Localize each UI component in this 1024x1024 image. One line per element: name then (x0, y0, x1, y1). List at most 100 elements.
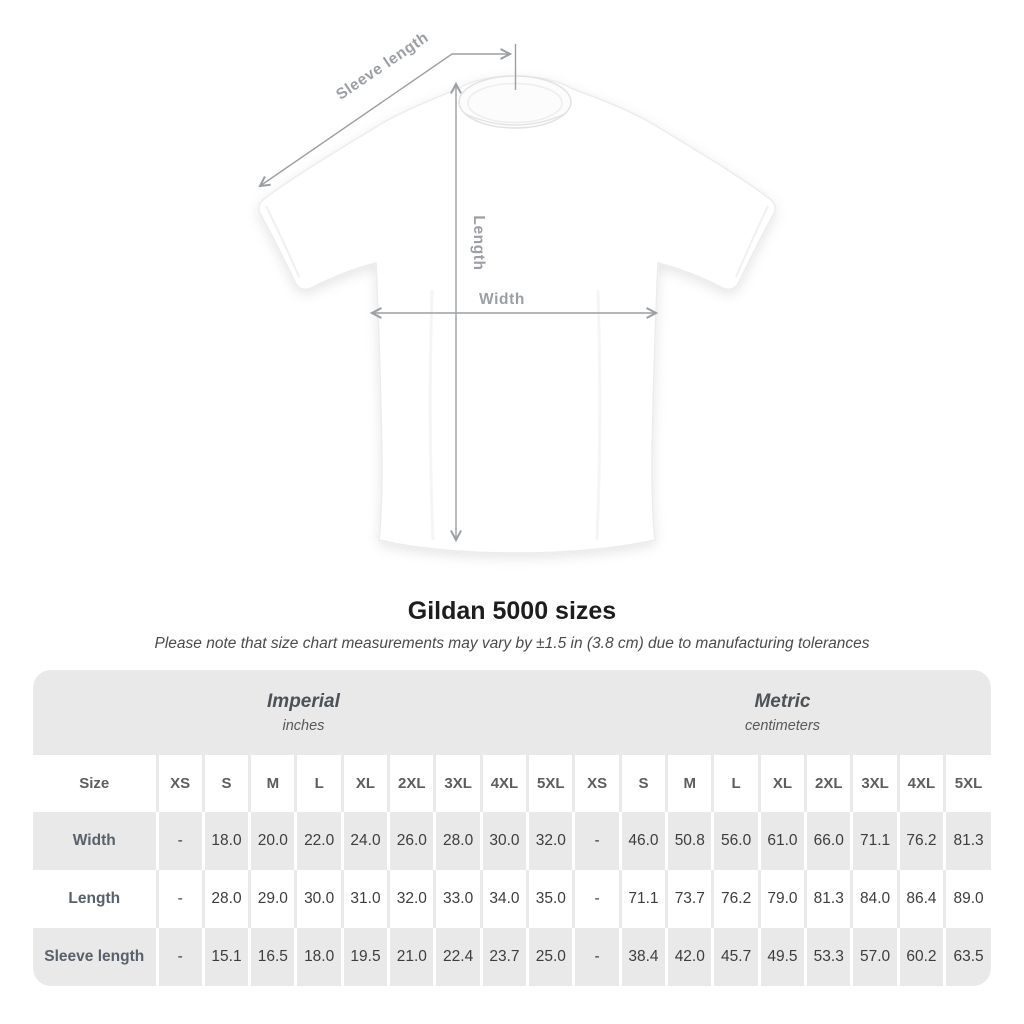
table-cell: - (572, 870, 621, 928)
measurement-row: Sleeve length -15.1 16.5 18.0 19.5 21.0 22.4 23… (33, 928, 991, 986)
unit-group-row: Imperial inches Metric centimeters (33, 670, 991, 755)
sleeve-length-label: Sleeve length (333, 29, 432, 104)
table-cell: 34.0 (479, 870, 528, 928)
table-cell: - (572, 812, 621, 870)
size-column-header: L (711, 755, 760, 812)
table-cell: 49.5 (757, 928, 806, 986)
table-cell: 89.0 (943, 870, 991, 928)
body-fold-left (428, 289, 435, 541)
table-cell: 16.5 (248, 928, 296, 986)
table-cell: - (155, 812, 204, 870)
size-column-header: XL (757, 755, 806, 812)
metric-group-title: Metric (754, 691, 811, 712)
measurement-annotations: Width Length Sleeve length (260, 29, 656, 540)
right-sleeve-seam (735, 205, 769, 278)
size-column-header: XS (155, 755, 204, 812)
imperial-group-unit: inches (282, 718, 325, 734)
metric-group-header: Metric centimeters (573, 670, 991, 755)
table-cell: 71.1 (618, 870, 667, 928)
imperial-group-title: Imperial (267, 691, 340, 712)
table-cell: 26.0 (387, 812, 435, 870)
row-label: Length (33, 870, 157, 928)
size-column-header: 5XL (526, 755, 574, 812)
table-cell: 20.0 (248, 812, 296, 870)
table-cell: 18.0 (201, 812, 250, 870)
size-column-header: 5XL (943, 755, 991, 812)
table-cell: 38.4 (618, 928, 667, 986)
table-cell: 45.7 (711, 928, 760, 986)
table-cell: 33.0 (433, 870, 482, 928)
size-column-header: XL (340, 755, 389, 812)
table-cell: 18.0 (294, 928, 343, 986)
left-sleeve-seam (265, 205, 300, 278)
table-cell: 81.3 (943, 812, 991, 870)
table-cell: 57.0 (850, 928, 899, 986)
size-column-header: M (248, 755, 296, 812)
heading-block: Gildan 5000 sizes Please note that size … (0, 597, 1024, 653)
table-cell: 28.0 (433, 812, 482, 870)
length-label: Length (470, 215, 487, 270)
size-column-header: 3XL (433, 755, 482, 812)
size-column-header: 2XL (387, 755, 435, 812)
table-cell: 73.7 (665, 870, 713, 928)
table-cell: 25.0 (526, 928, 574, 986)
size-column-header: 3XL (850, 755, 899, 812)
measurement-row: Width -18.0 20.0 22.0 24.0 26.0 28.0 30.0 32.0-4… (33, 812, 991, 870)
size-column-header: 2XL (804, 755, 852, 812)
size-header-row: Size XS S M L XL 2XL 3XL 4XL 5XL XS S M L XL 2XL 3XL 4XL… (33, 755, 991, 812)
table-cell: 63.5 (943, 928, 991, 986)
row-label: Sleeve length (33, 928, 157, 986)
size-column-header: L (294, 755, 343, 812)
table-cell: 21.0 (387, 928, 435, 986)
table-cell: - (155, 870, 204, 928)
table-cell: 24.0 (340, 812, 389, 870)
table-cell: 30.0 (479, 812, 528, 870)
size-column-header: M (665, 755, 713, 812)
table-cell: 61.0 (757, 812, 806, 870)
table-cell: 15.1 (201, 928, 250, 986)
sleeve-length-dimension-line (260, 54, 510, 186)
size-column-header: 4XL (896, 755, 945, 812)
table-cell: 60.2 (896, 928, 945, 986)
table-cell: 71.1 (850, 812, 899, 870)
size-corner-label: Size (33, 755, 157, 812)
table-cell: 76.2 (896, 812, 945, 870)
size-table-container: Imperial inches Metric centimeters Size … (33, 670, 991, 986)
size-table: Imperial inches Metric centimeters Size … (33, 670, 991, 986)
table-cell: 76.2 (711, 870, 760, 928)
tshirt-graphic (258, 75, 776, 554)
size-column-header: 4XL (479, 755, 528, 812)
metric-group-unit: centimeters (745, 718, 820, 734)
table-cell: 31.0 (340, 870, 389, 928)
page-title: Gildan 5000 sizes (407, 597, 617, 625)
table-cell: 46.0 (618, 812, 667, 870)
size-column-header: S (201, 755, 250, 812)
table-cell: 56.0 (711, 812, 760, 870)
size-column-header: XS (572, 755, 621, 812)
table-cell: - (155, 928, 204, 986)
width-label: Width (479, 291, 525, 308)
imperial-group-header: Imperial inches (33, 670, 574, 755)
tshirt-body (258, 75, 776, 554)
table-cell: 84.0 (850, 870, 899, 928)
table-cell: 22.4 (433, 928, 482, 986)
measurement-row: Length -28.0 29.0 30.0 31.0 32.0 33.0 34.0 35.0-… (33, 870, 991, 928)
size-column-header: S (618, 755, 667, 812)
table-cell: 22.0 (294, 812, 343, 870)
table-cell: 81.3 (804, 870, 852, 928)
tshirt-measurement-diagram: Width Length Sleeve length (258, 29, 776, 554)
table-cell: 35.0 (526, 870, 574, 928)
table-cell: 23.7 (479, 928, 528, 986)
table-cell: 32.0 (387, 870, 435, 928)
table-cell: 79.0 (757, 870, 806, 928)
body-fold-right (595, 289, 602, 541)
table-cell: 50.8 (665, 812, 713, 870)
table-cell: 66.0 (804, 812, 852, 870)
table-cell: 53.3 (804, 928, 852, 986)
table-cell: 32.0 (526, 812, 574, 870)
table-cell: 30.0 (294, 870, 343, 928)
table-cell: 28.0 (201, 870, 250, 928)
table-cell: - (572, 928, 621, 986)
table-cell: 86.4 (896, 870, 945, 928)
